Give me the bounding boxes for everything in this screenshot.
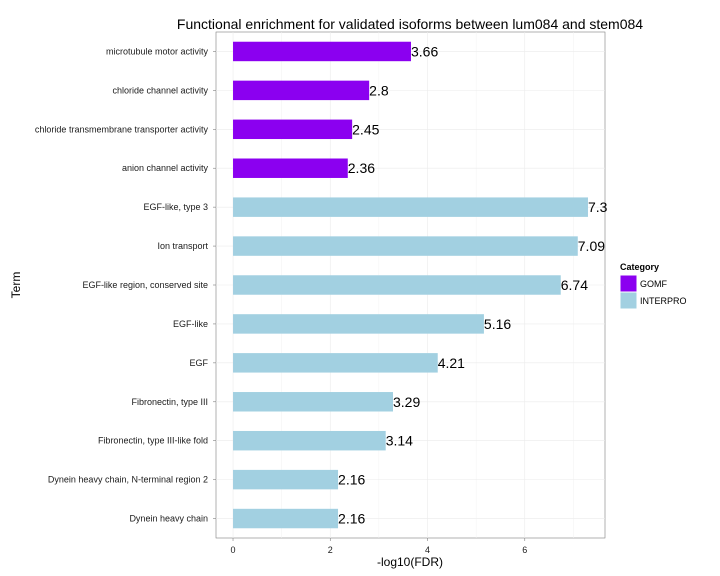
y-tick-label: EGF-like region, conserved site bbox=[82, 280, 208, 290]
bar bbox=[233, 469, 339, 490]
y-tick-label: Fibronectin, type III-like fold bbox=[98, 436, 208, 446]
bar-value-label: 6.74 bbox=[561, 277, 588, 293]
bar bbox=[233, 119, 353, 140]
bar bbox=[233, 430, 386, 451]
bar-value-label: 3.66 bbox=[411, 43, 438, 59]
y-tick-label: anion channel activity bbox=[122, 163, 209, 173]
bar bbox=[233, 41, 411, 62]
y-tick-label: chloride transmembrane transporter activ… bbox=[35, 124, 209, 134]
bar bbox=[233, 353, 438, 373]
legend-swatch bbox=[619, 274, 638, 293]
y-tick-label: EGF bbox=[189, 358, 208, 368]
bar-value-label: 2.8 bbox=[369, 82, 389, 98]
bar-value-label: 4.21 bbox=[438, 355, 465, 371]
legend-title: Category bbox=[620, 262, 659, 272]
y-tick-label: Dynein heavy chain, N-terminal region 2 bbox=[48, 475, 208, 485]
bar-value-label: 7.3 bbox=[588, 199, 608, 215]
y-tick-label: microtubule motor activity bbox=[106, 46, 209, 56]
bar bbox=[233, 314, 484, 334]
bar-value-label: 2.45 bbox=[352, 121, 379, 137]
legend-label: INTERPRO bbox=[640, 296, 687, 306]
legend-swatch bbox=[619, 291, 638, 310]
y-axis: microtubule motor activity chloride chann… bbox=[35, 46, 216, 524]
chart-title: Functional enrichment for validated isof… bbox=[177, 16, 643, 32]
bar-value-label: 2.16 bbox=[338, 511, 365, 527]
y-tick-label: Fibronectin, type III bbox=[131, 397, 208, 407]
bar-value-label: 7.09 bbox=[578, 238, 605, 254]
y-tick-label: Dynein heavy chain bbox=[129, 514, 208, 524]
x-tick-label: 2 bbox=[328, 545, 333, 555]
x-tick-label: 0 bbox=[231, 545, 236, 555]
bar bbox=[233, 508, 339, 529]
bar bbox=[233, 392, 393, 412]
y-tick-label: Ion transport bbox=[157, 241, 208, 251]
bar bbox=[233, 236, 578, 256]
bar bbox=[233, 197, 588, 217]
bars bbox=[233, 41, 588, 529]
value-labels: 3.66 2.8 2.45 2.36 7.3 7.09 6.74 5.16 4.21 3.29 3.… bbox=[338, 43, 608, 526]
y-tick-label: chloride channel activity bbox=[112, 85, 208, 95]
bar-value-label: 5.16 bbox=[484, 316, 511, 332]
x-tick-label: 4 bbox=[425, 545, 430, 555]
bar bbox=[233, 80, 370, 101]
bar bbox=[233, 275, 561, 295]
x-axis: 0 2 4 6 bbox=[231, 538, 527, 555]
bar-value-label: 3.14 bbox=[386, 433, 413, 449]
x-axis-title: -log10(FDR) bbox=[377, 555, 443, 569]
bar-value-label: 3.29 bbox=[393, 394, 420, 410]
legend-label: GOMF bbox=[640, 279, 667, 289]
y-axis-title: Term bbox=[9, 272, 23, 299]
bar-value-label: 2.16 bbox=[338, 472, 365, 488]
y-tick-label: EGF-like, type 3 bbox=[143, 202, 208, 212]
legend: Category GOMF INTERPRO bbox=[619, 262, 687, 310]
x-tick-label: 6 bbox=[522, 545, 527, 555]
bar-value-label: 2.36 bbox=[348, 160, 375, 176]
bar bbox=[233, 158, 348, 178]
y-tick-label: EGF-like bbox=[173, 319, 208, 329]
